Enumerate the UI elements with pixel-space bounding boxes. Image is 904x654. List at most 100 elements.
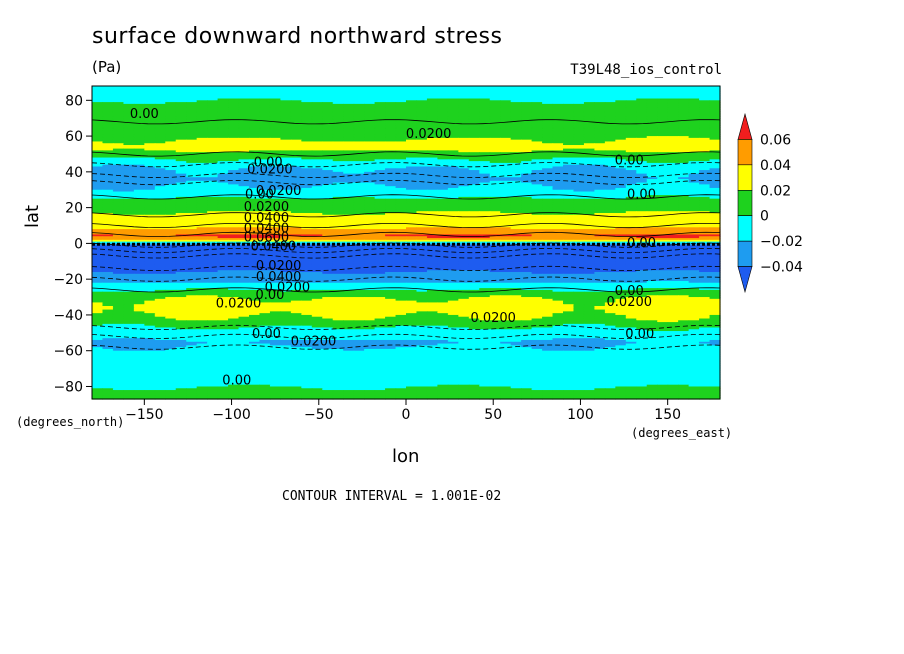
contour-cell — [374, 155, 386, 159]
contour-cell — [500, 107, 512, 110]
contour-cell — [625, 103, 637, 107]
contour-cell — [332, 189, 344, 193]
contour-cell — [364, 132, 376, 135]
contour-cell — [311, 184, 323, 187]
contour-cell — [552, 209, 564, 212]
contour-cell — [447, 162, 459, 166]
contour-cell — [112, 202, 125, 205]
contour-cell — [311, 186, 323, 189]
contour-cell — [364, 171, 376, 175]
contour-cell — [479, 200, 491, 203]
x-axis-label: lon — [392, 446, 420, 467]
contour-cell — [217, 227, 229, 230]
contour-cell — [238, 105, 250, 109]
contour-cell — [699, 157, 711, 160]
contour-cell — [406, 186, 418, 189]
contour-cell — [458, 189, 470, 193]
contour-cell — [154, 136, 166, 139]
contour-cell — [217, 175, 229, 178]
contour-cell — [625, 196, 637, 200]
contour-cell — [406, 204, 418, 207]
contour-cell — [552, 214, 564, 218]
contour-cell — [280, 205, 292, 209]
contour-cell — [175, 141, 187, 144]
contour-cell — [301, 157, 313, 160]
contour-cell — [374, 161, 386, 164]
contour-cell — [196, 125, 208, 128]
contour-cell — [249, 196, 261, 200]
contour-cell — [406, 112, 418, 116]
contour-cell — [479, 189, 491, 193]
contour-cell — [374, 184, 386, 187]
contour-cell — [154, 91, 166, 94]
contour-cell — [510, 139, 522, 143]
contour-cell — [500, 118, 512, 121]
contour-cell — [217, 130, 229, 134]
contour-cell — [447, 186, 459, 189]
contour-cell — [510, 130, 522, 134]
contour-cell — [406, 218, 418, 221]
contour-cell — [699, 148, 711, 151]
contour-cell — [406, 229, 418, 232]
contour-cell — [479, 116, 491, 119]
contour-cell — [144, 214, 156, 218]
contour-cell — [426, 132, 439, 135]
contour-cell — [468, 143, 480, 146]
contour-cell — [92, 103, 104, 107]
contour-cell — [395, 218, 407, 221]
contour-cell — [426, 114, 439, 118]
contour-cell — [563, 175, 575, 178]
contour-cell — [447, 114, 459, 118]
contour-cell — [343, 159, 355, 162]
contour-cell — [280, 116, 292, 119]
contour-cell — [594, 204, 606, 207]
contour-cell — [228, 202, 240, 205]
contour-cell — [479, 94, 491, 98]
contour-cell — [112, 103, 125, 107]
contour-cell — [646, 230, 658, 234]
contour-cell — [133, 179, 145, 182]
contour-cell — [238, 152, 250, 155]
contour-cell — [259, 116, 271, 119]
contour-cell — [343, 161, 355, 164]
contour-cell — [406, 159, 418, 162]
contour-cell — [521, 145, 533, 148]
contour-cell — [468, 171, 480, 175]
contour-cell — [709, 128, 721, 132]
contour-cell — [112, 89, 125, 92]
contour-cell — [154, 161, 166, 164]
contour-cell — [521, 148, 533, 151]
contour-cell — [196, 96, 208, 100]
contour-cell — [447, 145, 459, 148]
contour-cell — [332, 130, 344, 134]
contour-cell — [154, 100, 166, 103]
contour-cell — [175, 148, 187, 151]
contour-cell — [416, 93, 428, 96]
contour-cell — [175, 119, 187, 123]
contour-cell — [165, 123, 177, 126]
contour-cell — [657, 148, 669, 151]
contour-cell — [353, 196, 365, 200]
contour-cell — [238, 162, 250, 166]
contour-cell — [468, 105, 480, 109]
contour-cell — [207, 152, 219, 155]
contour-cell — [112, 112, 125, 116]
contour-cell — [259, 230, 271, 234]
contour-cell — [332, 200, 344, 203]
contour-cell — [175, 118, 187, 121]
contour-cell — [542, 107, 554, 110]
contour-cell — [510, 159, 522, 162]
contour-cell — [165, 232, 177, 236]
contour-cell — [542, 114, 554, 118]
contour-cell — [385, 184, 397, 187]
contour-cell — [343, 168, 355, 171]
contour-cell — [280, 100, 292, 103]
contour-cell — [573, 127, 585, 130]
contour-cell — [521, 175, 533, 178]
contour-cell — [102, 216, 114, 219]
contour-cell — [311, 220, 323, 223]
contour-cell — [489, 102, 501, 105]
contour-cell — [144, 182, 156, 185]
contour-cell — [552, 125, 564, 128]
contour-cell — [343, 216, 355, 219]
